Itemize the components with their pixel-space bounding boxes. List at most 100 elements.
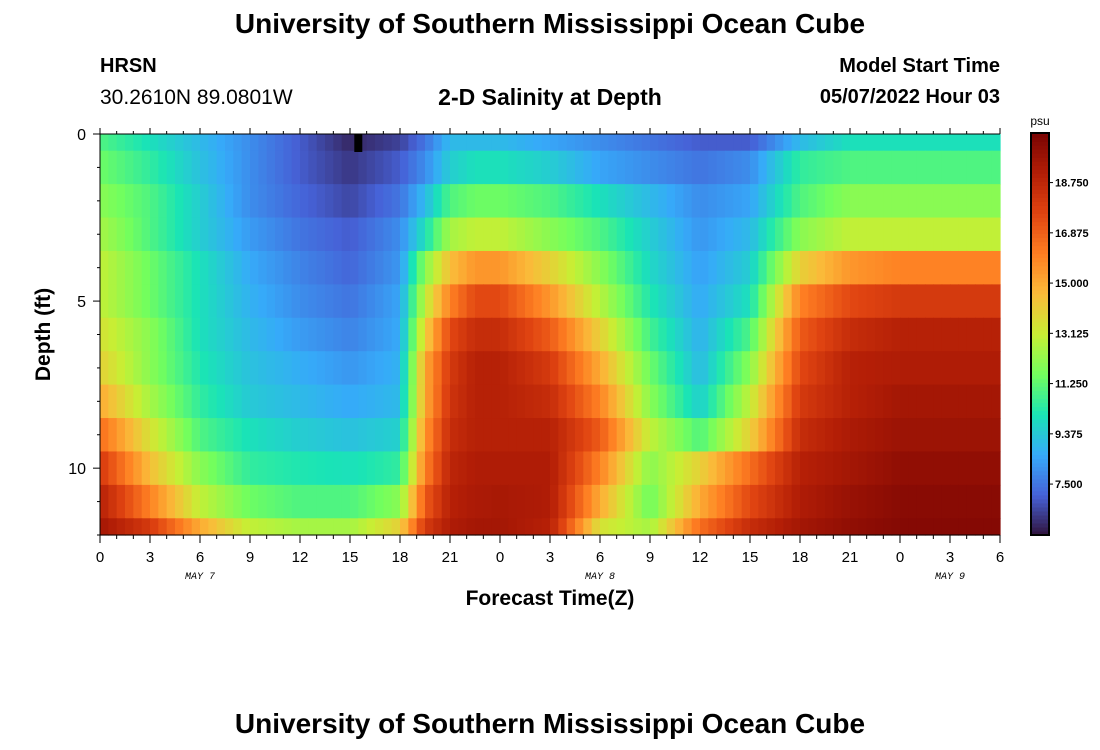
- heatmap-cell: [416, 250, 426, 285]
- heatmap-cell: [150, 217, 159, 252]
- heatmap-cell: [208, 184, 218, 219]
- colorbar-swatch: [1031, 185, 1049, 190]
- heatmap-cell: [866, 351, 876, 386]
- heatmap-cell: [441, 451, 451, 486]
- heatmap-cell: [591, 150, 601, 185]
- heatmap-cell: [741, 317, 751, 352]
- heatmap-cell: [858, 384, 868, 419]
- heatmap-cell: [241, 134, 251, 152]
- heatmap-cell: [400, 451, 409, 486]
- heatmap-cell: [316, 418, 326, 453]
- heatmap-cell: [575, 451, 584, 486]
- colorbar-swatch: [1031, 157, 1049, 162]
- colorbar-swatch: [1031, 334, 1049, 339]
- heatmap-cell: [425, 150, 434, 185]
- heatmap-cell: [508, 451, 518, 486]
- heatmap-cell: [541, 351, 551, 386]
- heatmap-cell: [500, 451, 509, 486]
- heatmap-cell: [666, 150, 676, 185]
- heatmap-cell: [858, 184, 868, 219]
- heatmap-cell: [925, 184, 934, 219]
- heatmap-cell: [400, 484, 409, 519]
- heatmap-cell: [933, 317, 943, 352]
- heatmap-cell: [691, 518, 701, 536]
- heatmap-cell: [225, 484, 234, 519]
- heatmap-cell: [908, 317, 918, 352]
- heatmap-cell: [141, 451, 151, 486]
- heatmap-cell: [908, 284, 918, 319]
- heatmap-cell: [908, 518, 918, 536]
- heatmap-cell: [266, 317, 276, 352]
- heatmap-cell: [275, 484, 284, 519]
- heatmap-cell: [825, 451, 834, 486]
- heatmap-cell: [791, 484, 801, 519]
- heatmap-cell: [333, 351, 343, 386]
- heatmap-cell: [750, 418, 759, 453]
- heatmap-cell: [275, 351, 284, 386]
- heatmap-cell: [716, 317, 726, 352]
- heatmap-cell: [433, 134, 443, 152]
- heatmap-cell: [375, 150, 384, 185]
- colorbar-swatch: [1031, 494, 1049, 500]
- heatmap-cell: [875, 484, 884, 519]
- colorbar-swatch: [1031, 257, 1049, 263]
- heatmap-cell: [391, 134, 401, 152]
- heatmap-cell: [950, 351, 959, 386]
- heatmap-cell: [283, 451, 293, 486]
- heatmap-cell: [725, 351, 734, 386]
- heatmap-cell: [608, 150, 618, 185]
- heatmap-cell: [733, 250, 743, 285]
- heatmap-cell: [525, 284, 534, 319]
- heatmap-cell: [466, 250, 476, 285]
- heatmap-cell: [258, 217, 268, 252]
- heatmap-cell: [725, 484, 734, 519]
- heatmap-cell: [600, 217, 609, 252]
- heatmap-cell: [208, 518, 218, 536]
- heatmap-cell: [450, 351, 459, 386]
- heatmap-cell: [816, 351, 826, 386]
- heatmap-cell: [641, 150, 651, 185]
- heatmap-cell: [300, 518, 309, 536]
- heatmap-cell: [233, 351, 243, 386]
- heatmap-cell: [908, 134, 918, 152]
- heatmap-cell: [691, 134, 701, 152]
- heatmap-cell: [675, 518, 684, 536]
- heatmap-cell: [600, 184, 609, 219]
- heatmap-cell: [108, 250, 118, 285]
- heatmap-cell: [741, 134, 751, 152]
- heatmap-cell: [883, 418, 893, 453]
- heatmap-cell: [125, 518, 134, 536]
- heatmap-cell: [525, 217, 534, 252]
- heatmap-cell: [891, 484, 901, 519]
- heatmap-cell: [208, 217, 218, 252]
- heatmap-cell: [733, 317, 743, 352]
- heatmap-cell: [158, 284, 168, 319]
- heatmap-cell: [550, 150, 559, 185]
- heatmap-cell: [733, 518, 743, 536]
- heatmap-cell: [350, 284, 359, 319]
- heatmap-cell: [175, 217, 184, 252]
- heatmap-cell: [275, 418, 284, 453]
- heatmap-cell: [500, 250, 509, 285]
- heatmap-cell: [850, 317, 859, 352]
- heatmap-cell: [458, 217, 468, 252]
- heatmap-cell: [750, 184, 759, 219]
- heatmap-cell: [500, 418, 509, 453]
- heatmap-cell: [566, 184, 576, 219]
- heatmap-cell: [250, 384, 259, 419]
- heatmap-cell: [391, 418, 401, 453]
- heatmap-cell: [441, 250, 451, 285]
- heatmap-cell: [433, 250, 443, 285]
- heatmap-cell: [883, 217, 893, 252]
- heatmap-cell: [983, 284, 993, 319]
- heatmap-cell: [266, 250, 276, 285]
- heatmap-cell: [541, 451, 551, 486]
- heatmap-cell: [950, 317, 959, 352]
- heatmap-cell: [900, 217, 909, 252]
- colorbar-swatch: [1031, 309, 1049, 315]
- heatmap-cell: [408, 134, 418, 152]
- heatmap-cell: [375, 134, 384, 152]
- heatmap-cell: [750, 284, 759, 319]
- heatmap-cell: [408, 518, 418, 536]
- heatmap-cell: [166, 250, 176, 285]
